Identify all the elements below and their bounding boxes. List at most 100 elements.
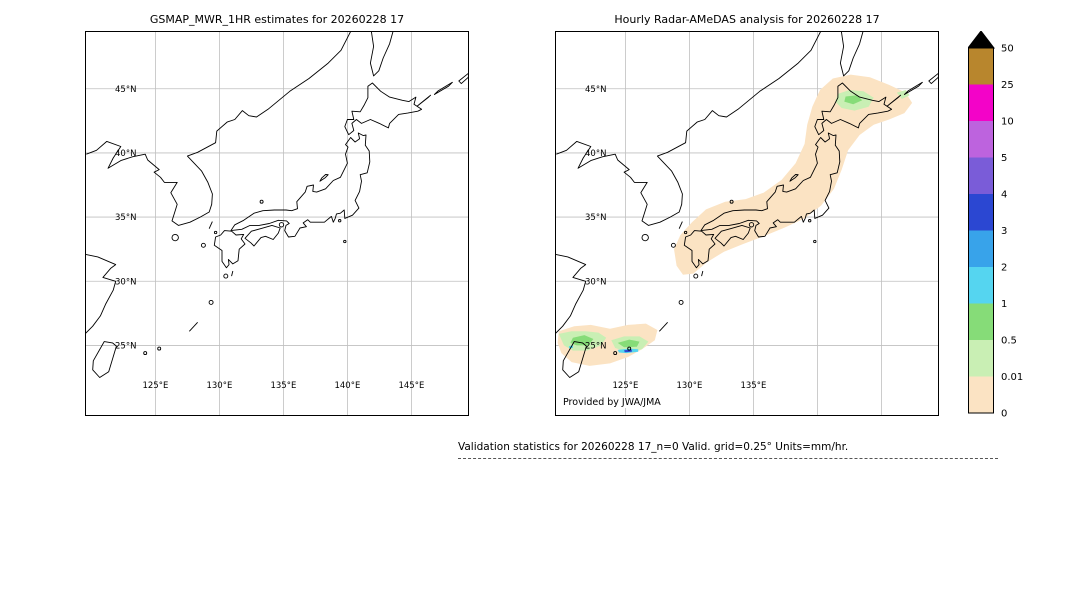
island-outline xyxy=(343,239,347,244)
coast-kyushu xyxy=(683,230,716,269)
coastlines xyxy=(555,31,939,378)
coast-mainland-korea xyxy=(86,31,352,226)
island-outline xyxy=(729,199,734,204)
colorbar-tick-label: 50 xyxy=(1001,44,1014,55)
coast-hokkaido xyxy=(344,82,423,136)
coast-shikoku xyxy=(714,224,751,247)
island-outline xyxy=(278,222,285,228)
map-frame xyxy=(555,31,939,416)
colorbar-tick-label: 2 xyxy=(1001,263,1007,274)
precip-blob xyxy=(844,95,863,105)
colorbar-segment xyxy=(968,48,994,85)
coast-sado xyxy=(319,174,329,182)
island-outline xyxy=(259,199,264,204)
island-outline xyxy=(200,242,206,248)
lat-tick-label: 35°N xyxy=(585,213,606,223)
coast-sakhalin xyxy=(369,31,394,77)
coast-kyushu xyxy=(213,230,246,269)
island-outline xyxy=(188,322,198,332)
coast-china-coast xyxy=(555,253,587,335)
credit-label: Provided by JWA/JMA xyxy=(561,397,663,408)
coast-sakhalin xyxy=(839,31,864,77)
tick-labels: 45°N 40°N 35°N 30°N 25°N 125°E 130°E 135°E xyxy=(585,85,766,391)
coast-taiwan xyxy=(92,341,117,378)
coast-sado xyxy=(789,174,799,182)
island-outline xyxy=(338,219,342,223)
coast-honshu xyxy=(700,132,841,238)
lon-tick-label: 125°E xyxy=(142,381,168,391)
grid-lines xyxy=(85,31,469,416)
caption: Validation statistics for 20260228 17_n=… xyxy=(458,441,998,459)
lon-tick-label: 130°E xyxy=(206,381,232,391)
colorbar-segment xyxy=(968,376,994,414)
island-outline xyxy=(613,351,618,356)
coast-china-coast xyxy=(85,253,117,335)
precip-shading xyxy=(557,74,913,366)
left-panel-title: GSMAP_MWR_1HR estimates for 20260228 17 xyxy=(149,13,405,26)
colorbar-tick-label: 5 xyxy=(1001,153,1007,164)
precip-blob xyxy=(674,74,913,275)
colorbar-tick-label: 10 xyxy=(1001,117,1014,128)
colorbar-segment xyxy=(968,230,994,268)
lat-tick-label: 40°N xyxy=(115,149,136,159)
island-outline xyxy=(748,222,755,228)
island-outline xyxy=(678,299,684,305)
lon-tick-label: 135°E xyxy=(740,381,766,391)
coast-urup xyxy=(458,72,469,85)
lat-tick-label: 35°N xyxy=(115,213,136,223)
colorbar-segment xyxy=(968,267,994,304)
lat-tick-label: 45°N xyxy=(585,85,606,95)
lon-tick-label: 140°E xyxy=(334,381,360,391)
colorbar-tick-label: 0.5 xyxy=(1001,336,1017,347)
island-outline xyxy=(171,233,179,242)
island-outline xyxy=(231,270,234,277)
precip-blob xyxy=(570,335,594,346)
coast-iturup xyxy=(903,81,923,95)
island-outline xyxy=(143,351,148,356)
colorbar-segment xyxy=(968,157,994,195)
lat-tick-label: 30°N xyxy=(115,277,136,287)
precip-blob xyxy=(617,339,640,348)
lon-tick-label: 130°E xyxy=(676,381,702,391)
lon-tick-label: 135°E xyxy=(270,381,296,391)
lon-tick-label: 125°E xyxy=(612,381,638,391)
coast-honshu xyxy=(230,132,371,238)
colorbar-tick-label: 3 xyxy=(1001,226,1007,237)
colorbar-tick-label: 25 xyxy=(1001,80,1014,91)
island-outline xyxy=(208,221,213,229)
lat-tick-label: 25°N xyxy=(115,341,136,351)
coast-mainland-korea xyxy=(556,31,822,226)
island-outline xyxy=(641,233,649,242)
island-outline xyxy=(208,299,214,305)
coast-iturup xyxy=(433,81,453,95)
island-outline xyxy=(683,230,688,235)
map-panel-radar: 45°N 40°N 35°N 30°N 25°N 125°E 130°E 135°E xyxy=(555,31,939,416)
coastlines xyxy=(85,31,469,378)
colorbar-segment xyxy=(968,194,994,231)
colorbar-segment xyxy=(968,84,994,122)
right-panel-title: Hourly Radar-AMeDAS analysis for 2026022… xyxy=(614,13,880,26)
coast-hokkaido xyxy=(814,82,893,136)
lat-tick-label: 40°N xyxy=(585,149,606,159)
island-outline xyxy=(213,230,218,235)
island-outline xyxy=(678,221,683,229)
lat-tick-label: 30°N xyxy=(585,277,606,287)
island-outline xyxy=(627,346,632,351)
map-panel-gsmap: 45°N 40°N 35°N 30°N 25°N 125°E 130°E 135°E 140°E… xyxy=(85,31,469,416)
colorbar: 50 25 10 5 4 3 2 1 0.5 0.01 0 xyxy=(968,31,1023,420)
coast-urup xyxy=(928,72,939,85)
coast-kunashiri xyxy=(416,94,432,107)
island-outline xyxy=(223,273,229,279)
lon-tick-label: 145°E xyxy=(398,381,424,391)
colorbar-tick-label: 0.01 xyxy=(1001,372,1023,383)
colorbar-tick-label: 0 xyxy=(1001,409,1007,420)
colorbar-tick-label: 1 xyxy=(1001,299,1007,310)
colorbar-overflow-triangle xyxy=(968,31,996,49)
tick-labels: 45°N 40°N 35°N 30°N 25°N 125°E 130°E 135°E 140°E… xyxy=(115,85,424,391)
colorbar-segment xyxy=(968,121,994,158)
island-outline xyxy=(693,273,699,279)
island-outline xyxy=(157,346,162,351)
island-outline xyxy=(808,219,812,223)
lat-tick-label: 25°N xyxy=(585,341,606,351)
lat-tick-label: 45°N xyxy=(115,85,136,95)
